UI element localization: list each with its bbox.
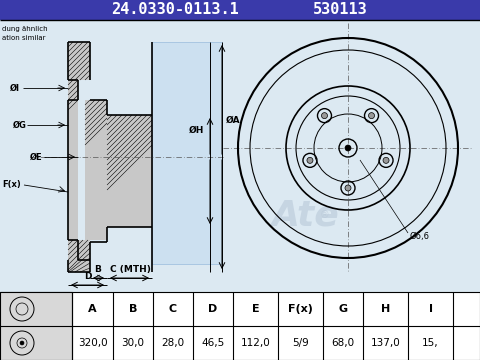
Circle shape — [307, 157, 313, 163]
Text: C: C — [169, 304, 177, 314]
Text: dung ähnlich: dung ähnlich — [2, 26, 48, 32]
Text: ØH: ØH — [189, 126, 204, 135]
Text: 5/9: 5/9 — [292, 338, 309, 348]
Text: 24.0330-0113.1: 24.0330-0113.1 — [111, 3, 239, 18]
Circle shape — [383, 157, 389, 163]
Text: D: D — [208, 304, 217, 314]
Text: 530113: 530113 — [312, 3, 367, 18]
Bar — [85, 100, 107, 240]
Circle shape — [322, 113, 327, 119]
Bar — [152, 42, 222, 264]
Bar — [0, 292, 72, 360]
Bar — [0, 0, 480, 20]
Text: Ø6,6: Ø6,6 — [410, 231, 430, 240]
Text: G: G — [338, 304, 348, 314]
Text: 68,0: 68,0 — [331, 338, 355, 348]
Bar — [0, 20, 480, 292]
Bar — [0, 292, 480, 360]
Text: 137,0: 137,0 — [371, 338, 400, 348]
Circle shape — [345, 145, 351, 151]
Circle shape — [345, 185, 351, 191]
Text: F(x): F(x) — [2, 180, 22, 189]
Text: ØE: ØE — [30, 153, 42, 162]
Text: ØG: ØG — [13, 121, 27, 130]
Text: 30,0: 30,0 — [121, 338, 144, 348]
Text: Ate: Ate — [271, 198, 339, 232]
Text: 28,0: 28,0 — [161, 338, 185, 348]
Text: ØA: ØA — [226, 116, 240, 125]
Circle shape — [20, 341, 24, 345]
Text: B: B — [95, 265, 101, 274]
Text: A: A — [88, 304, 97, 314]
Text: ®: ® — [320, 210, 330, 220]
Text: ation similar: ation similar — [2, 35, 46, 41]
Bar — [68, 240, 90, 272]
Text: E: E — [252, 304, 259, 314]
Text: F(x): F(x) — [288, 304, 313, 314]
Text: 15,: 15, — [422, 338, 439, 348]
Bar — [68, 80, 78, 240]
Text: D: D — [84, 272, 92, 281]
Text: ØI: ØI — [10, 84, 20, 93]
Circle shape — [369, 113, 374, 119]
Text: H: H — [381, 304, 390, 314]
Text: 112,0: 112,0 — [240, 338, 270, 348]
Text: I: I — [429, 304, 432, 314]
Bar — [107, 115, 152, 227]
Text: B: B — [129, 304, 137, 314]
Bar — [68, 42, 90, 80]
Text: 46,5: 46,5 — [202, 338, 225, 348]
Text: C (MTH): C (MTH) — [109, 265, 150, 274]
Text: 320,0: 320,0 — [78, 338, 108, 348]
